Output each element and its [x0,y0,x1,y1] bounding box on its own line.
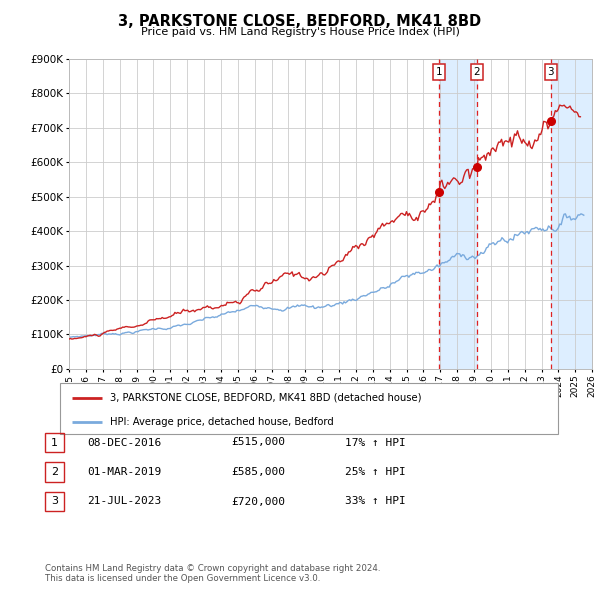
Text: Price paid vs. HM Land Registry's House Price Index (HPI): Price paid vs. HM Land Registry's House … [140,28,460,37]
Text: 25% ↑ HPI: 25% ↑ HPI [345,467,406,477]
Text: Contains HM Land Registry data © Crown copyright and database right 2024.
This d: Contains HM Land Registry data © Crown c… [45,563,380,583]
Text: 1: 1 [51,438,58,447]
Text: 2: 2 [473,67,480,77]
Text: 3, PARKSTONE CLOSE, BEDFORD, MK41 8BD: 3, PARKSTONE CLOSE, BEDFORD, MK41 8BD [118,14,482,30]
Text: 2: 2 [51,467,58,477]
Text: 17% ↑ HPI: 17% ↑ HPI [345,438,406,447]
Text: 33% ↑ HPI: 33% ↑ HPI [345,497,406,506]
Text: 21-JUL-2023: 21-JUL-2023 [87,497,161,506]
Text: £720,000: £720,000 [231,497,285,506]
Text: £585,000: £585,000 [231,467,285,477]
Text: £515,000: £515,000 [231,438,285,447]
Text: 3, PARKSTONE CLOSE, BEDFORD, MK41 8BD (detached house): 3, PARKSTONE CLOSE, BEDFORD, MK41 8BD (d… [110,392,421,402]
Text: HPI: Average price, detached house, Bedford: HPI: Average price, detached house, Bedf… [110,417,334,427]
Text: 01-MAR-2019: 01-MAR-2019 [87,467,161,477]
Bar [439,59,477,369]
Text: 3: 3 [548,67,554,77]
Text: 08-DEC-2016: 08-DEC-2016 [87,438,161,447]
FancyBboxPatch shape [60,384,558,434]
Text: 1: 1 [436,67,442,77]
Text: 3: 3 [51,497,58,506]
Bar [551,59,592,369]
